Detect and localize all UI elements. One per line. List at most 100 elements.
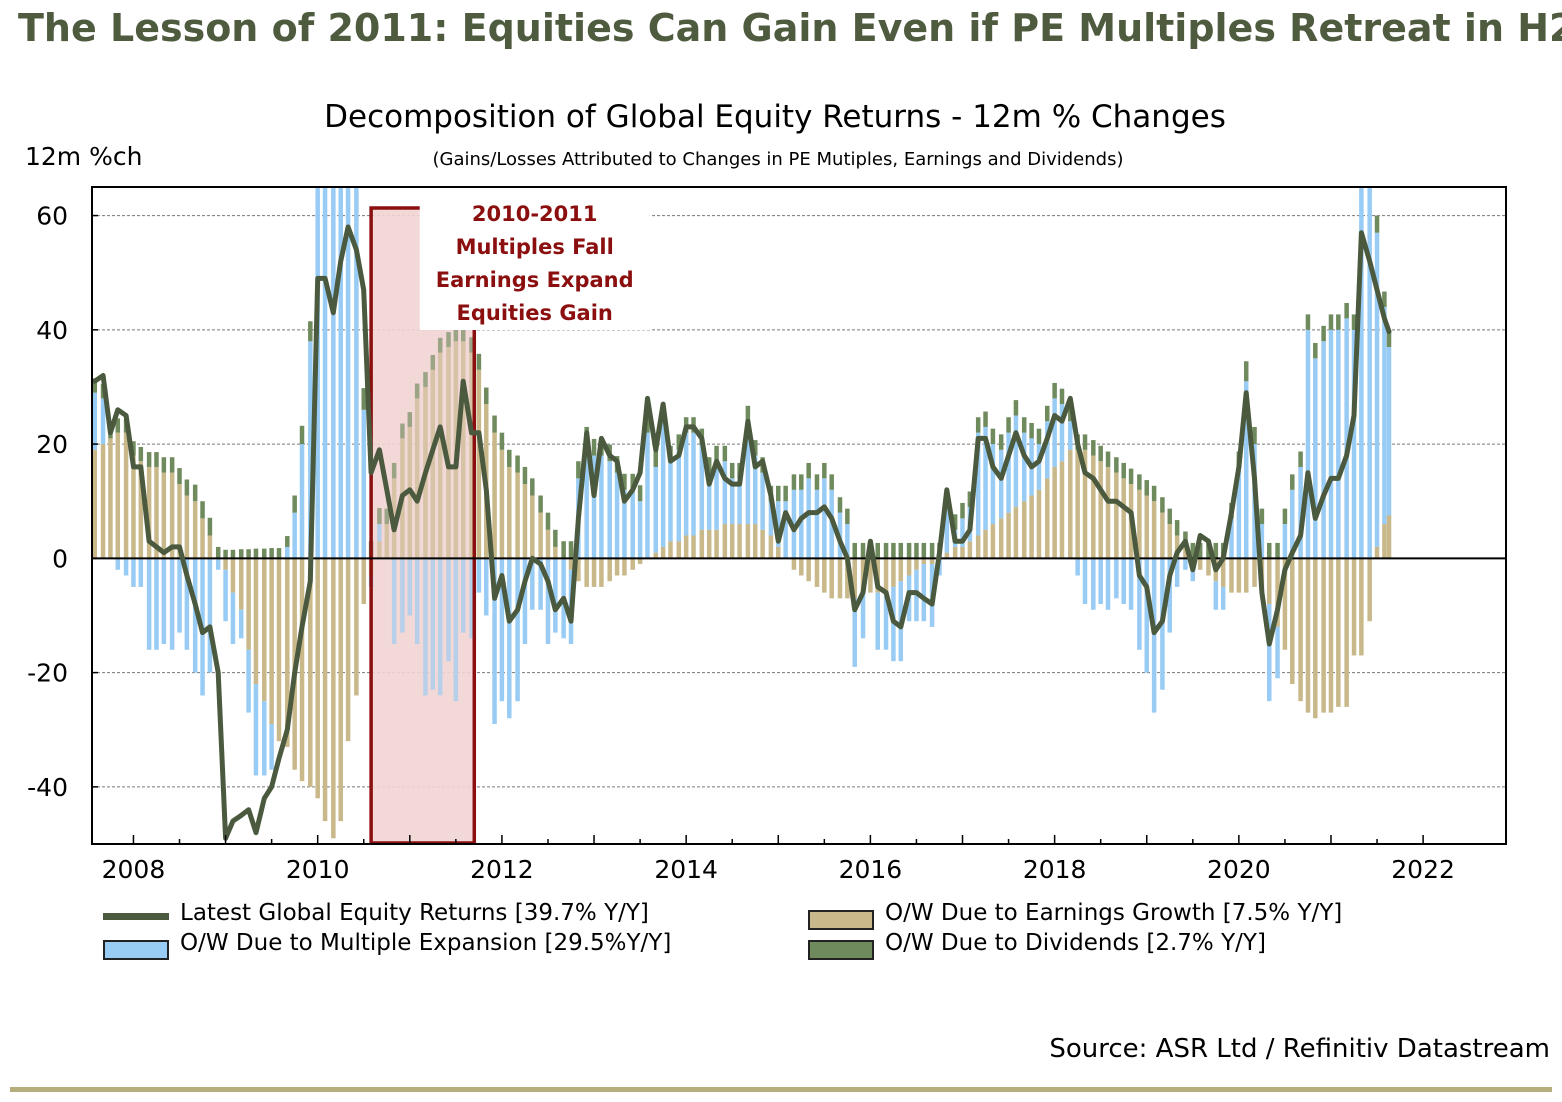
legend-swatch-multiple (103, 940, 169, 960)
earnings-bar (361, 558, 366, 605)
dividend-bar (729, 462, 735, 479)
multiple-bar (192, 558, 198, 673)
earnings-bar (921, 558, 927, 565)
dividend-bar (1243, 361, 1249, 382)
earnings-bar (108, 438, 113, 559)
legend-swatch-earnings (808, 910, 874, 930)
earnings-bar (131, 455, 136, 559)
dividend-bar (791, 474, 797, 490)
multiple-bar (1137, 558, 1142, 650)
earnings-bar (115, 432, 121, 559)
dividend-bar (1006, 417, 1011, 433)
earnings-bar (1305, 558, 1311, 713)
dividend-bar (1082, 434, 1088, 450)
multiple-bar (1068, 421, 1073, 450)
x-tick-label: 2014 (654, 855, 718, 884)
multiple-bar (921, 564, 927, 622)
earnings-bar (776, 546, 781, 559)
multiple-bar (799, 489, 804, 559)
earnings-bar (1183, 546, 1188, 559)
multiple-bar (391, 558, 397, 645)
multiple-bar (1321, 341, 1326, 559)
earnings-bar (1006, 512, 1011, 559)
multiple-bar (875, 592, 881, 650)
dividend-bar (630, 473, 635, 490)
multiple-bar (975, 432, 981, 536)
legend-label-dividends: O/W Due to Dividends [2.7% Y/Y] (885, 930, 1266, 956)
dividend-bar (914, 542, 919, 559)
earnings-bar (184, 495, 190, 559)
earnings-bar (1328, 558, 1334, 713)
bottom-rule (10, 1087, 1552, 1092)
dividend-bar (1091, 440, 1096, 456)
dividend-bar (215, 546, 221, 559)
multiple-bar (246, 649, 251, 713)
multiple-bar (1114, 558, 1119, 599)
dividend-bar (1275, 542, 1280, 559)
multiple-bar (100, 398, 106, 445)
multiple-bar (322, 187, 328, 559)
earnings-bar (1275, 558, 1280, 627)
earnings-bar (967, 541, 973, 559)
earnings-bar (1282, 558, 1288, 650)
earnings-bar (253, 558, 259, 685)
earnings-bar (1160, 512, 1165, 559)
earnings-bar (714, 529, 719, 559)
multiple-bar (1236, 466, 1242, 559)
multiple-bar (238, 609, 244, 639)
chart-title: Decomposition of Global Equity Returns -… (324, 99, 1226, 135)
multiple-bar (361, 409, 366, 559)
multiple-bar (822, 478, 827, 559)
earnings-bar (737, 524, 742, 559)
dividend-bar (990, 428, 996, 445)
earnings-bar (522, 484, 528, 559)
dividend-bar (292, 495, 297, 513)
line-layer (92, 224, 1392, 841)
dividend-bar (637, 485, 643, 502)
dividend-bar (822, 462, 827, 479)
dividend-bar (545, 512, 551, 530)
multiple-bar (1151, 558, 1157, 713)
earnings-bar (177, 484, 182, 559)
earnings-bar (192, 501, 198, 559)
multiple-bar (1336, 329, 1341, 559)
multiple-bar (1267, 604, 1272, 702)
dividend-bar (184, 479, 190, 496)
multiple-bar (990, 444, 996, 525)
dividend-bar (706, 457, 712, 473)
earnings-bar (200, 518, 205, 559)
dividend-bar (262, 548, 267, 559)
earnings-bar (238, 558, 244, 610)
dividend-bar (192, 484, 198, 502)
multiple-bar (1045, 421, 1050, 479)
multiple-bar (1344, 318, 1349, 559)
headline: The Lesson of 2011: Equities Can Gain Ev… (18, 6, 1562, 50)
earnings-bar (507, 466, 512, 559)
earnings-bar (1252, 558, 1257, 587)
multiple-bar (745, 421, 751, 525)
multiple-bar (1313, 358, 1318, 559)
earnings-bar (315, 558, 320, 799)
dividend-bar (1013, 400, 1019, 416)
dividend-bar (407, 412, 413, 427)
dividend-bar (522, 466, 528, 485)
multiple-bar (476, 558, 482, 593)
x-tick-label: 2012 (470, 855, 534, 884)
dividend-bar (1259, 508, 1265, 525)
dividend-bar (1174, 520, 1180, 536)
dividend-bar (1213, 542, 1219, 559)
multiple-bar (776, 501, 781, 547)
multiple-bar (453, 558, 459, 702)
multiple-bar (768, 501, 774, 536)
multiple-bar (331, 187, 336, 559)
earnings-bar (1359, 558, 1364, 656)
grid-layer (92, 215, 1506, 788)
dividend-bar (138, 446, 144, 462)
multiple-bar (814, 489, 820, 559)
dividend-bar (1045, 405, 1050, 422)
dividend-bar (476, 353, 482, 370)
multiple-bar (92, 392, 98, 450)
legend-label-earnings: O/W Due to Earnings Growth [7.5% Y/Y] (885, 900, 1343, 926)
multiple-bar (960, 518, 965, 547)
